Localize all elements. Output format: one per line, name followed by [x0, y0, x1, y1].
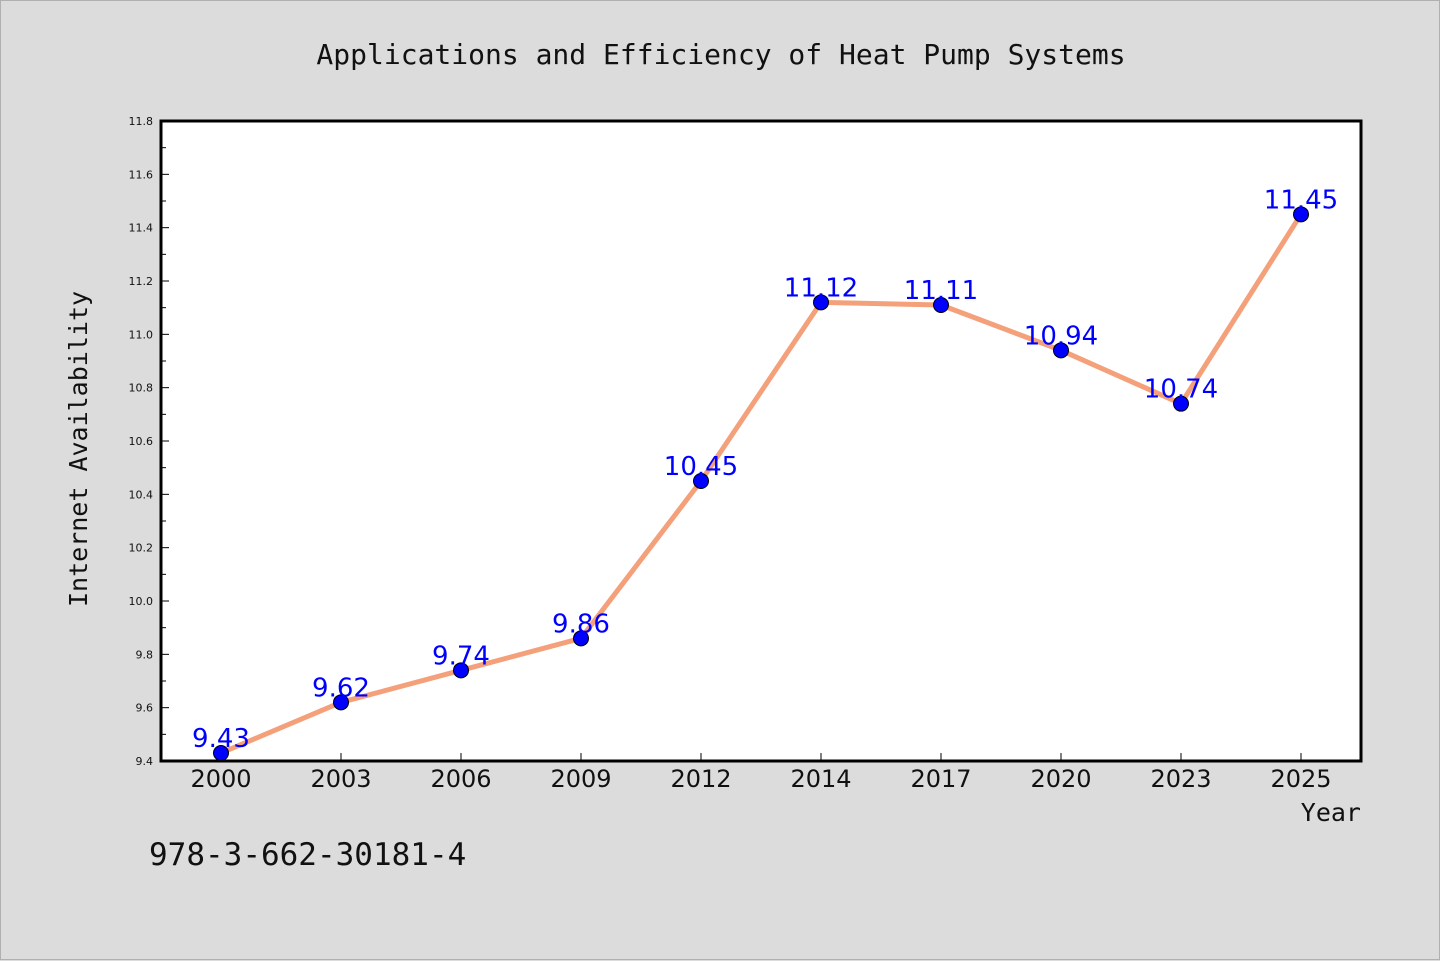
x-tick-label: 2000 [190, 765, 251, 793]
y-axis-label: Internet Availability [64, 291, 93, 607]
data-label: 9.74 [432, 641, 490, 671]
data-point [1053, 342, 1069, 359]
data-point [573, 630, 589, 647]
y-tick-label: 10.8 [129, 382, 154, 395]
data-point [333, 694, 349, 711]
y-tick-label: 11.6 [129, 168, 154, 181]
x-axis: 2000 2003 2006 2009 2012 2014 2017 2020 2023 2025 [190, 753, 1332, 793]
y-tick-label: 9.8 [136, 648, 154, 661]
data-point [693, 473, 709, 489]
data-point [813, 294, 829, 311]
y-axis: 9.4 9.6 9.8 10.0 10.2 10.4 10.6 10.8 11.0 11.2 11.… [129, 115, 169, 768]
isbn-footnote: 978-3-662-30181-4 [149, 837, 466, 873]
data-point [933, 297, 949, 313]
chart-title: Applications and Efficiency of Heat Pump… [316, 38, 1125, 71]
plot-area [159, 119, 1363, 763]
x-tick-label: 2014 [790, 765, 851, 793]
x-axis-label: Year [1301, 798, 1361, 827]
data-point [1293, 206, 1309, 223]
x-tick-label: 2006 [430, 765, 491, 793]
data-label: 10.74 [1144, 375, 1218, 405]
y-tick-label: 11.2 [129, 275, 154, 288]
x-tick-label: 2020 [1030, 765, 1091, 793]
x-tick-label: 2003 [310, 765, 371, 793]
data-label: 9.62 [312, 673, 370, 703]
series-layer: 9.43 9.62 9.74 9.86 10.45 11.12 11.11 10.94 10.7… [192, 185, 1338, 761]
y-tick-label: 9.4 [136, 755, 154, 768]
y-tick-label: 10.6 [129, 435, 154, 448]
y-tick-label: 10.2 [129, 542, 154, 555]
x-tick-label: 2009 [550, 765, 611, 793]
data-label: 11.11 [904, 276, 978, 306]
y-tick-label: 10.4 [129, 488, 154, 501]
y-tick-label: 11.0 [129, 328, 154, 341]
x-tick-label: 2017 [910, 765, 971, 793]
x-tick-label: 2012 [670, 765, 731, 793]
data-label: 10.45 [664, 452, 738, 482]
y-tick-label: 11.8 [129, 115, 154, 128]
series-line [220, 212, 1304, 756]
data-label: 11.45 [1264, 185, 1338, 215]
data-label: 10.94 [1024, 321, 1098, 351]
data-label: 9.86 [552, 609, 610, 639]
data-point [213, 745, 229, 761]
y-tick-label: 9.6 [136, 702, 154, 715]
x-tick-label: 2023 [1150, 765, 1211, 793]
y-tick-label: 11.4 [129, 222, 154, 235]
data-point [1173, 395, 1189, 412]
x-tick-label: 2025 [1270, 765, 1331, 793]
data-point [453, 662, 469, 679]
y-tick-label: 10.0 [129, 595, 154, 608]
data-label: 11.12 [784, 273, 858, 303]
data-label: 9.43 [192, 724, 250, 754]
